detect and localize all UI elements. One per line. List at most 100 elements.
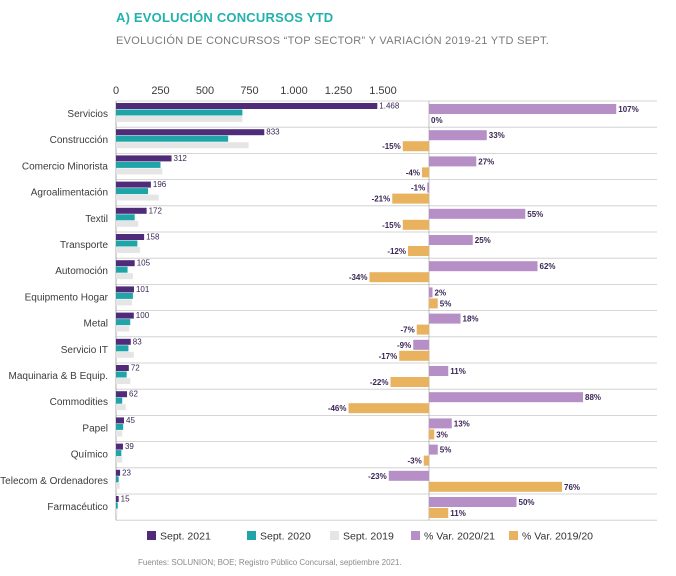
legend-label: % Var. 2020/21 xyxy=(424,531,495,543)
data-label-var-2019-20: -15% xyxy=(382,221,401,230)
bar-var-2020-21 xyxy=(429,261,538,272)
bar-var-2019-20 xyxy=(429,298,438,309)
data-label-var-2019-20: 11% xyxy=(450,509,466,518)
data-label-2021: 23 xyxy=(122,468,131,477)
legend-swatch xyxy=(509,531,518,540)
category-label: Automoción xyxy=(55,266,108,277)
bar-sept-2021 xyxy=(116,129,265,136)
data-label-2021: 100 xyxy=(136,311,150,320)
bar-sept-2021 xyxy=(116,496,119,502)
data-label-2021: 101 xyxy=(136,285,150,294)
data-label-var-2019-20: -12% xyxy=(387,247,406,256)
bar-var-2019-20 xyxy=(348,403,429,414)
bar-var-2020-21 xyxy=(429,208,526,219)
data-label-var-2020-21: 18% xyxy=(463,315,479,324)
bar-sept-2020 xyxy=(116,161,161,168)
data-label-var-2019-20: -22% xyxy=(370,378,389,387)
data-label-2021: 39 xyxy=(125,442,134,451)
bar-sept-2021 xyxy=(116,260,135,267)
legend-label: Sept. 2019 xyxy=(343,531,394,543)
bar-sept-2021 xyxy=(116,207,147,214)
bar-sept-2020 xyxy=(116,266,128,273)
data-label-2021: 45 xyxy=(126,416,135,425)
data-label-2021: 1.468 xyxy=(379,102,400,111)
bar-sept-2020 xyxy=(116,319,131,326)
bar-var-2019-20 xyxy=(422,167,429,178)
data-label-var-2019-20: 76% xyxy=(564,483,580,492)
bar-sept-2021 xyxy=(116,286,134,293)
bar-var-2019-20 xyxy=(429,481,562,492)
category-label: Transporte xyxy=(60,240,108,251)
bar-sept-2019 xyxy=(116,273,133,280)
bar-sept-2020 xyxy=(116,188,149,195)
x-tick-label: 500 xyxy=(196,85,214,97)
bar-sept-2021 xyxy=(116,469,121,476)
bar-sept-2019 xyxy=(116,247,141,253)
bar-sept-2019 xyxy=(116,351,134,358)
data-label-var-2020-21: 25% xyxy=(475,236,491,245)
category-label: Maquinaria & B Equip. xyxy=(8,371,108,382)
data-label-2021: 196 xyxy=(153,180,167,189)
category-label: Telecom & Ordenadores xyxy=(0,476,108,487)
bar-sept-2019 xyxy=(116,456,123,463)
bar-var-2020-21 xyxy=(413,339,429,350)
category-label: Servicio IT xyxy=(61,345,108,356)
data-label-var-2020-21: 62% xyxy=(540,262,556,271)
bar-var-2020-21 xyxy=(429,366,449,376)
bar-sept-2021 xyxy=(116,103,378,109)
data-label-var-2019-20: -21% xyxy=(372,195,391,204)
category-label: Textil xyxy=(85,214,108,225)
bar-sept-2020 xyxy=(116,345,129,352)
bar-sept-2020 xyxy=(116,292,133,299)
bar-sept-2021 xyxy=(116,312,134,319)
x-tick-label: 1.000 xyxy=(280,85,308,97)
data-label-2021: 62 xyxy=(129,390,138,399)
source-note: Fuentes: SOLUNION; BOE; Registro Público… xyxy=(138,558,402,567)
bar-var-2020-21 xyxy=(429,313,461,324)
legend-label: % Var. 2019/20 xyxy=(522,531,593,543)
data-label-var-2020-21: 50% xyxy=(519,498,535,507)
data-label-var-2019-20: -15% xyxy=(382,142,401,151)
bar-sept-2020 xyxy=(116,502,118,509)
bar-sept-2021 xyxy=(116,443,123,450)
bar-var-2020-21 xyxy=(429,104,617,114)
data-label-2021: 83 xyxy=(133,337,142,346)
bar-sept-2019 xyxy=(116,220,139,227)
bar-sept-2019 xyxy=(116,142,249,149)
data-label-2021: 72 xyxy=(131,364,140,373)
category-label: Servicios xyxy=(67,109,108,120)
bar-sept-2021 xyxy=(116,181,151,188)
bar-sept-2020 xyxy=(116,240,138,247)
bar-var-2019-20 xyxy=(408,246,429,256)
data-label-var-2020-21: -9% xyxy=(397,341,411,350)
bar-var-2020-21 xyxy=(429,497,517,507)
category-label: Commodities xyxy=(50,397,108,408)
bar-sept-2021 xyxy=(116,234,145,240)
category-label: Farmacéutico xyxy=(47,502,108,513)
category-label: Equipmento Hogar xyxy=(25,292,109,303)
bar-var-2019-20 xyxy=(399,350,429,361)
bar-sept-2020 xyxy=(116,371,127,378)
bar-sept-2020 xyxy=(116,109,243,116)
data-label-2021: 158 xyxy=(146,233,160,242)
bar-var-2019-20 xyxy=(390,377,429,387)
bar-var-2020-21 xyxy=(429,444,438,455)
data-label-var-2019-20: 0% xyxy=(431,116,443,125)
category-label: Metal xyxy=(84,319,108,330)
data-label-var-2020-21: 2% xyxy=(435,288,447,297)
bar-sept-2021 xyxy=(116,338,131,345)
bar-sept-2019 xyxy=(116,378,131,384)
data-label-var-2020-21: 27% xyxy=(478,157,494,166)
data-label-var-2020-21: 33% xyxy=(489,131,505,140)
bar-sept-2019 xyxy=(116,168,163,175)
legend-swatch xyxy=(147,531,156,540)
bar-sept-2019 xyxy=(116,509,118,515)
data-label-var-2020-21: -1% xyxy=(411,184,425,193)
bar-var-2019-20 xyxy=(423,455,429,466)
bar-sept-2021 xyxy=(116,365,129,371)
data-label-var-2020-21: 13% xyxy=(454,419,470,428)
data-label-var-2019-20: -3% xyxy=(408,457,422,466)
x-tick-label: 0 xyxy=(113,85,119,97)
bar-sept-2019 xyxy=(116,194,159,201)
data-label-var-2019-20: -46% xyxy=(328,404,347,413)
